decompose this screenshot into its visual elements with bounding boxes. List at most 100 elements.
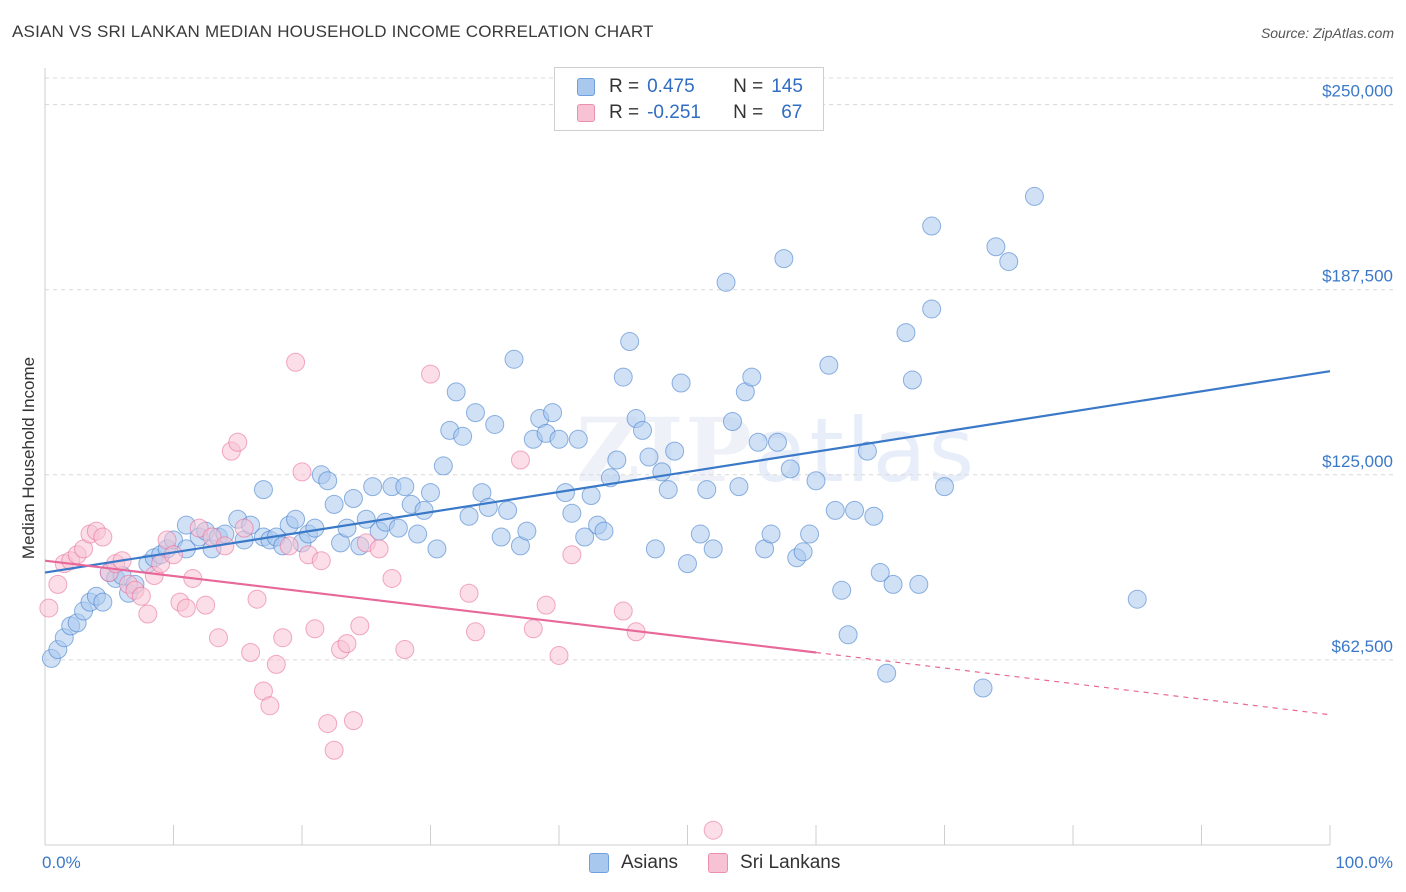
legend-swatch-sri-lankans [708,853,729,873]
data-point [703,539,723,559]
trend-lines [44,370,1331,716]
data-point [690,524,710,544]
data-point [273,628,293,648]
data-point [131,586,151,606]
data-point [748,432,768,452]
data-point [491,527,511,547]
data-point [562,503,582,523]
data-point [324,494,344,514]
data-point [408,524,428,544]
data-point [665,441,685,461]
data-point [421,364,440,384]
data-point [549,645,569,665]
data-point [234,518,254,538]
legend-row-asians: R = 0.475 N = 145 [577,75,803,99]
data-point [549,429,569,449]
data-point [774,249,794,269]
data-point [465,622,485,642]
series-sri-lankans [39,352,723,840]
data-point [909,574,929,594]
data-point [510,450,530,470]
legend-r-value: -0.251 [647,102,701,123]
data-point [780,459,800,479]
data-point [459,506,479,526]
legend-n-label: N = [733,102,764,123]
data-point [922,299,942,319]
data-point [459,583,479,603]
data-point [253,480,273,500]
legend-n-value: 145 [771,76,803,97]
data-point [697,480,717,500]
data-point [517,521,537,541]
data-point [678,554,697,574]
x-tick-label: 100.0% [1335,853,1393,872]
data-point [286,509,306,529]
data-point [838,625,858,645]
trend-line-sri-lankans-extension [815,651,1331,716]
data-point [767,432,787,452]
data-point [793,542,813,562]
data-point [48,574,68,594]
axes [44,68,1331,846]
data-point [613,367,633,387]
data-point [832,580,852,600]
data-point [93,592,113,612]
data-point [305,619,325,639]
data-point [164,545,183,565]
legend-item-sri-lankans[interactable]: Sri Lankans [708,852,840,874]
data-point [536,595,556,615]
chart-title: ASIAN VS SRI LANKAN MEDIAN HOUSEHOLD INC… [12,22,654,41]
data-point [568,429,588,449]
data-point [645,539,665,559]
data-point [318,471,338,491]
legend-r-value: 0.475 [647,76,695,97]
data-point [639,447,659,467]
data-point [652,462,672,482]
data-point [607,450,627,470]
data-point [761,524,781,544]
data-point [286,352,306,372]
data-point [543,403,563,423]
data-point [337,634,357,654]
data-point [845,500,865,520]
data-point [633,420,653,440]
legend-row-sri-lankans: R = -0.251 N = 67 [577,101,802,125]
data-point [138,604,158,624]
grid-lines [45,77,1395,661]
data-point [395,640,415,660]
data-point [208,628,228,648]
data-point [864,506,884,526]
data-point [722,412,742,431]
data-point [883,574,903,594]
data-point [620,332,640,352]
data-point [196,595,216,615]
data-point [1024,186,1044,206]
data-point [39,598,59,618]
data-point [825,500,845,520]
legend-item-asians[interactable]: Asians [589,852,678,874]
data-point [729,477,749,497]
data-point [318,714,338,734]
data-point [311,551,331,571]
source-label: Source: ZipAtlas.com [1260,25,1394,41]
data-point [176,598,196,618]
data-point [343,489,363,508]
legend-r-label: R = [609,76,640,97]
data-point [446,382,466,402]
data-point [504,349,524,369]
legend-n-label: N = [733,76,764,97]
data-point [1127,589,1147,609]
legend-label-sri-lankans: Sri Lankans [740,852,841,873]
data-point [343,711,363,731]
legend-swatch-sri-lankans [577,104,595,122]
series-asians [41,186,1147,698]
data-point [703,820,723,840]
data-point [800,524,820,544]
data-point [388,518,408,538]
legend-swatch-asians [577,78,595,96]
data-point [498,500,518,520]
data-point [716,272,736,292]
data-point [902,370,922,390]
data-point [613,601,633,621]
tick-labels: $62,500 $125,000 $187,500 $250,000 0.0% 100.0… [42,82,1393,872]
